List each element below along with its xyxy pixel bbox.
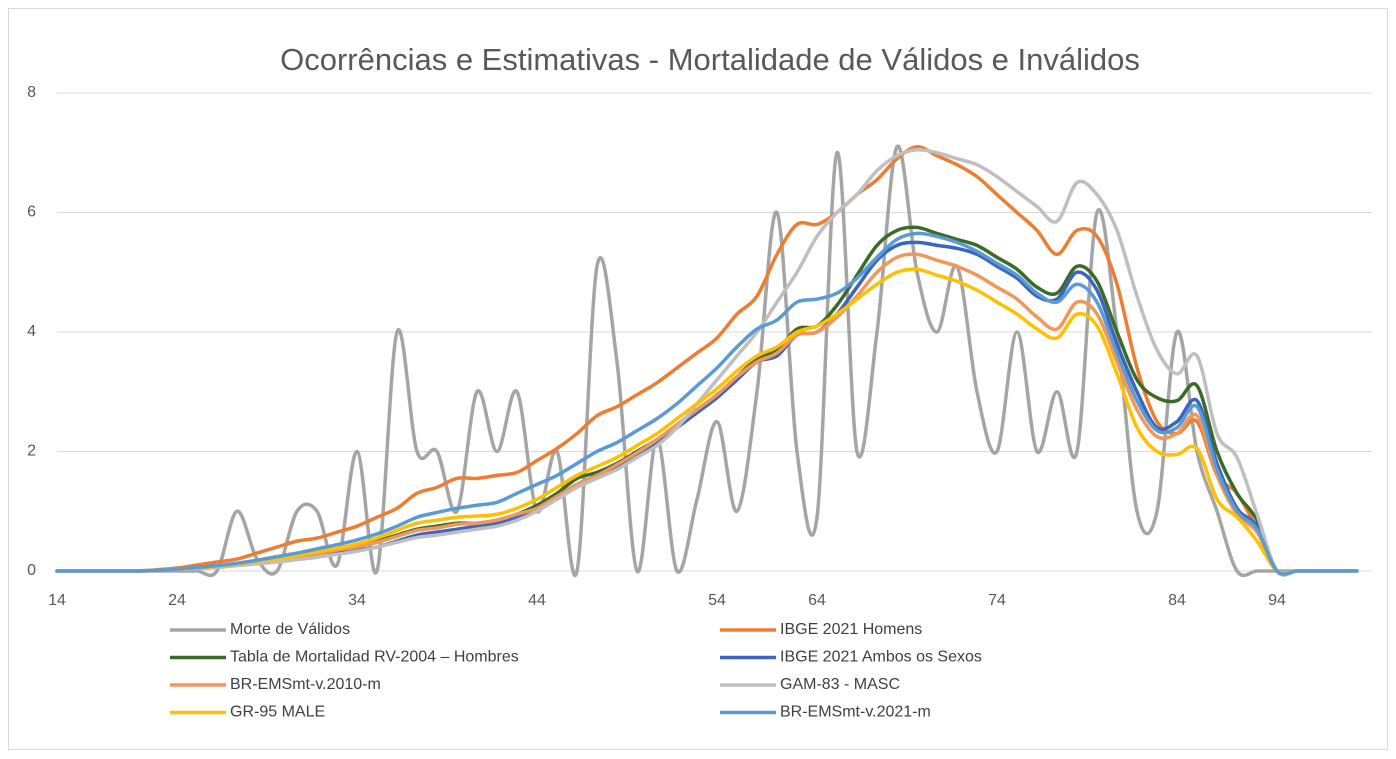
x-tick-label: 74 bbox=[988, 592, 1006, 609]
x-tick-label: 84 bbox=[1168, 592, 1186, 609]
y-tick-label: 2 bbox=[27, 443, 36, 460]
x-tick-label: 64 bbox=[808, 592, 826, 609]
legend-label: Morte de Válidos bbox=[230, 621, 350, 638]
legend-label: BR-EMSmt-v.2021-m bbox=[780, 704, 931, 721]
legend-label: GAM-83 - MASC bbox=[780, 676, 900, 693]
series-line bbox=[55, 267, 1359, 575]
series-line bbox=[55, 145, 1359, 576]
x-tick-label: 34 bbox=[348, 592, 366, 609]
y-tick-label: 8 bbox=[27, 84, 36, 101]
y-tick-label: 0 bbox=[27, 562, 36, 579]
x-tick-label: 54 bbox=[708, 592, 726, 609]
x-tick-label: 94 bbox=[1268, 592, 1286, 609]
series-line bbox=[55, 147, 1359, 577]
chart-title: Ocorrências e Estimativas - Mortalidade … bbox=[280, 42, 1140, 77]
series-line bbox=[55, 231, 1359, 576]
legend-label: BR-EMSmt-v.2010-m bbox=[230, 676, 381, 693]
legend-label: GR-95 MALE bbox=[230, 704, 325, 721]
legend-label: IBGE 2021 Homens bbox=[780, 621, 922, 638]
legend-label: IBGE 2021 Ambos os Sexos bbox=[780, 649, 982, 666]
x-tick-label: 24 bbox=[168, 592, 186, 609]
x-tick-label: 14 bbox=[48, 592, 66, 609]
x-tick-label: 44 bbox=[528, 592, 546, 609]
y-tick-label: 4 bbox=[27, 323, 36, 340]
series-line bbox=[55, 144, 1359, 578]
chart-frame bbox=[8, 8, 1388, 750]
y-tick-label: 6 bbox=[27, 204, 36, 221]
legend-label: Tabla de Mortalidad RV-2004 – Hombres bbox=[230, 649, 519, 666]
